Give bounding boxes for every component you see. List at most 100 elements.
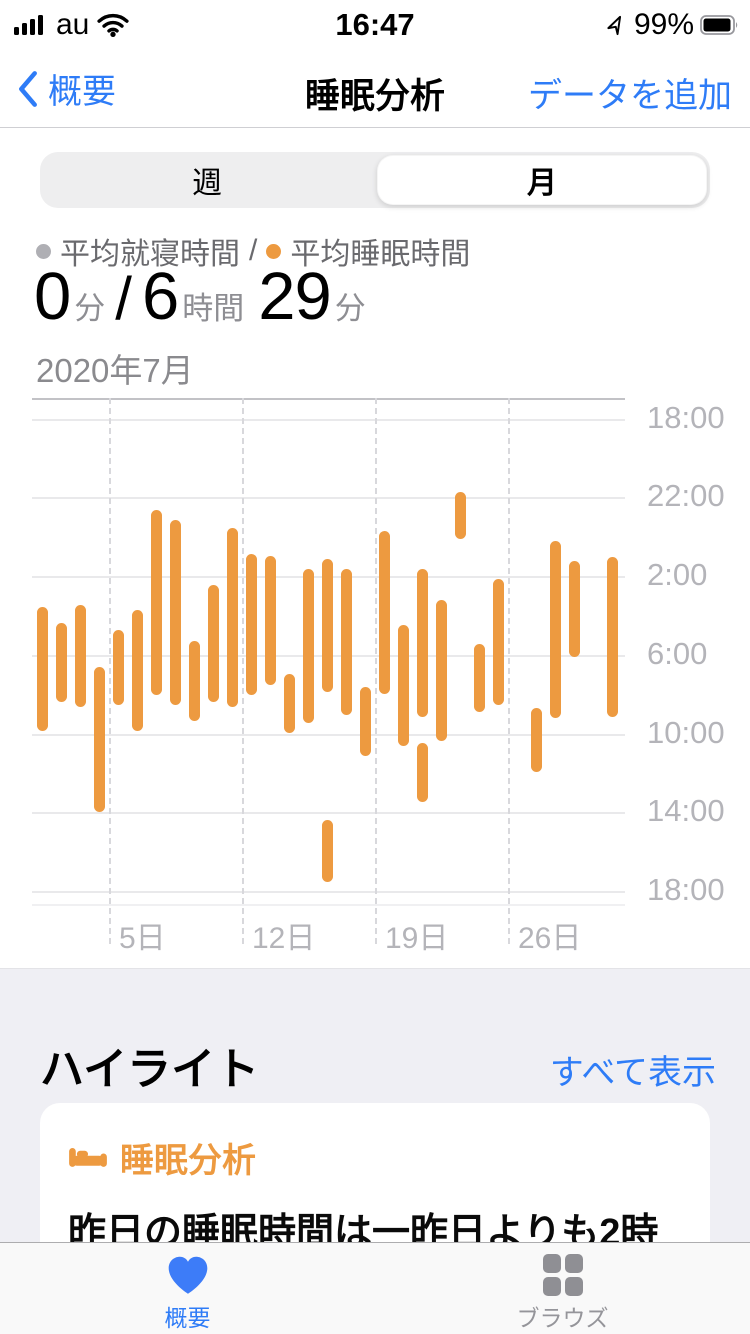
sleep-legend-dot (266, 243, 282, 259)
x-gridline-dashed (508, 398, 510, 944)
y-axis-tick-label: 2:00 (647, 557, 708, 593)
sleep-bar-day-4[interactable] (94, 667, 105, 812)
sleep-bar-day-25[interactable] (493, 578, 504, 706)
legend-separator: / (249, 234, 258, 267)
x-gridline-dashed (242, 398, 244, 944)
sleep-bar-day-31[interactable] (607, 557, 618, 717)
sleep-bar-day-8[interactable] (170, 519, 181, 706)
sleep-legend-label: 平均睡眠時間 (290, 238, 471, 271)
sleep-bar-day-14[interactable] (284, 673, 295, 733)
nav-bar: 概要 睡眠分析 データを追加 (0, 44, 750, 128)
x-gridline-dashed (375, 398, 377, 944)
back-button-label: 概要 (48, 73, 116, 111)
segment-week[interactable]: 週 (192, 167, 222, 200)
page-title: 睡眠分析 (304, 77, 445, 116)
sleep-bar-day-13[interactable] (265, 555, 276, 686)
sleep-bar-day-29[interactable] (569, 560, 580, 658)
tab-browse-label: ブラウズ (516, 1305, 609, 1331)
y-axis-tick-label: 10:00 (647, 714, 725, 750)
sleep-bar-day-16[interactable] (322, 559, 333, 692)
y-gridline (32, 812, 625, 815)
sleep-bar-day-23[interactable] (455, 491, 466, 540)
carrier-label: au (56, 8, 90, 41)
sleep-bar-day-16[interactable] (322, 819, 333, 883)
avg-sleep-hours-value: 6 (141, 259, 179, 334)
y-gridline (32, 891, 625, 893)
status-bar-right: 99% (604, 8, 740, 42)
tab-bar: 概要 ブラウズ (0, 1242, 750, 1334)
avg-sleep-hours-unit: 時間 (182, 291, 245, 326)
avg-bedtime-unit: 分 (74, 291, 106, 326)
tab-browse[interactable]: ブラウズ (375, 1243, 750, 1334)
sleep-bar-day-27[interactable] (531, 708, 542, 773)
y-gridline (32, 418, 625, 421)
avg-sleep-minutes-unit: 分 (334, 291, 366, 326)
sleep-bar-day-12[interactable] (246, 554, 257, 696)
grid-icon (542, 1254, 583, 1296)
sleep-bar-day-5[interactable] (113, 629, 124, 706)
battery-percent-label: 99% (633, 8, 694, 41)
sleep-chart: 18:00 22:00 2:00 6:00 10:00 14:00 18:00 5日 12日 19… (0, 398, 750, 968)
wifi-icon (97, 13, 129, 37)
sleep-bar-day-28[interactable] (550, 541, 561, 719)
sleep-bar-day-2[interactable] (56, 623, 67, 702)
sleep-bar-day-21[interactable] (417, 568, 428, 717)
highlight-card-category: 睡眠分析 (68, 1133, 682, 1182)
sleep-bar-day-9[interactable] (189, 641, 200, 722)
bed-icon (69, 1147, 107, 1167)
status-bar: au 16:47 99% (0, 0, 750, 44)
sleep-bar-day-3[interactable] (75, 605, 86, 707)
x-gridline-dashed (109, 398, 111, 944)
y-gridline (32, 497, 625, 500)
bedtime-legend-dot (36, 243, 51, 259)
battery-icon (700, 15, 738, 35)
tab-summary[interactable]: 概要 (0, 1243, 375, 1334)
bedtime-legend-label: 平均就寝時間 (60, 238, 240, 271)
sleep-bar-day-7[interactable] (151, 509, 162, 696)
add-data-button[interactable]: データを追加 (528, 77, 732, 115)
sleep-bar-day-21[interactable] (417, 742, 428, 802)
highlight-card-category-label: 睡眠分析 (120, 1142, 256, 1180)
location-arrow-icon (607, 15, 621, 36)
chart-legend: 平均就寝時間 / 平均睡眠時間 (36, 229, 470, 273)
cellular-signal-icon (14, 15, 43, 35)
chevron-left-icon (19, 70, 37, 107)
sleep-bar-day-18[interactable] (360, 687, 371, 756)
sleep-bar-day-11[interactable] (227, 527, 238, 707)
avg-bedtime-value: 0 (34, 259, 71, 334)
sleep-bar-day-20[interactable] (398, 624, 409, 747)
sleep-bar-day-24[interactable] (474, 644, 485, 712)
status-bar-left: au (14, 8, 129, 42)
back-button[interactable]: 概要 (16, 64, 116, 113)
tab-summary-label: 概要 (164, 1305, 211, 1331)
status-time: 16:47 (335, 7, 415, 42)
period-segmented-control: 週 月 (40, 152, 710, 208)
sleep-bar-day-6[interactable] (132, 609, 143, 732)
y-axis-tick-label: 18:00 (647, 399, 725, 435)
sleep-bar-day-17[interactable] (341, 568, 352, 715)
sleep-bar-day-1[interactable] (37, 606, 48, 732)
avg-sleep-minutes-value: 29 (258, 259, 332, 334)
sleep-bar-day-19[interactable] (379, 531, 390, 694)
sleep-bar-day-15[interactable] (303, 568, 314, 724)
sleep-bar-day-10[interactable] (208, 585, 219, 702)
x-axis-tick-label: 19日 (385, 922, 449, 955)
heart-icon (168, 1256, 207, 1294)
show-all-button[interactable]: すべて表示 (549, 1054, 716, 1092)
y-gridline (32, 733, 625, 736)
x-axis-tick-label: 26日 (518, 922, 582, 955)
y-axis-tick-label: 18:00 (647, 872, 725, 907)
chart-baseline (32, 904, 625, 906)
summary-period: 2020年7月 (36, 352, 194, 389)
segment-month[interactable]: 月 (377, 155, 707, 205)
summary-slash: / (115, 265, 132, 332)
x-axis-tick-label: 5日 (119, 922, 166, 955)
y-axis-tick-label: 22:00 (647, 478, 725, 514)
sleep-bar-day-22[interactable] (436, 600, 447, 742)
y-axis-tick-label: 14:00 (647, 793, 725, 829)
average-summary: 0 分 / 6 時間 29 分 (34, 258, 366, 335)
highlights-title: ハイライト (40, 1045, 260, 1094)
highlights-header: ハイライト すべて表示 (40, 1033, 716, 1097)
chart-plot-area (32, 398, 625, 893)
